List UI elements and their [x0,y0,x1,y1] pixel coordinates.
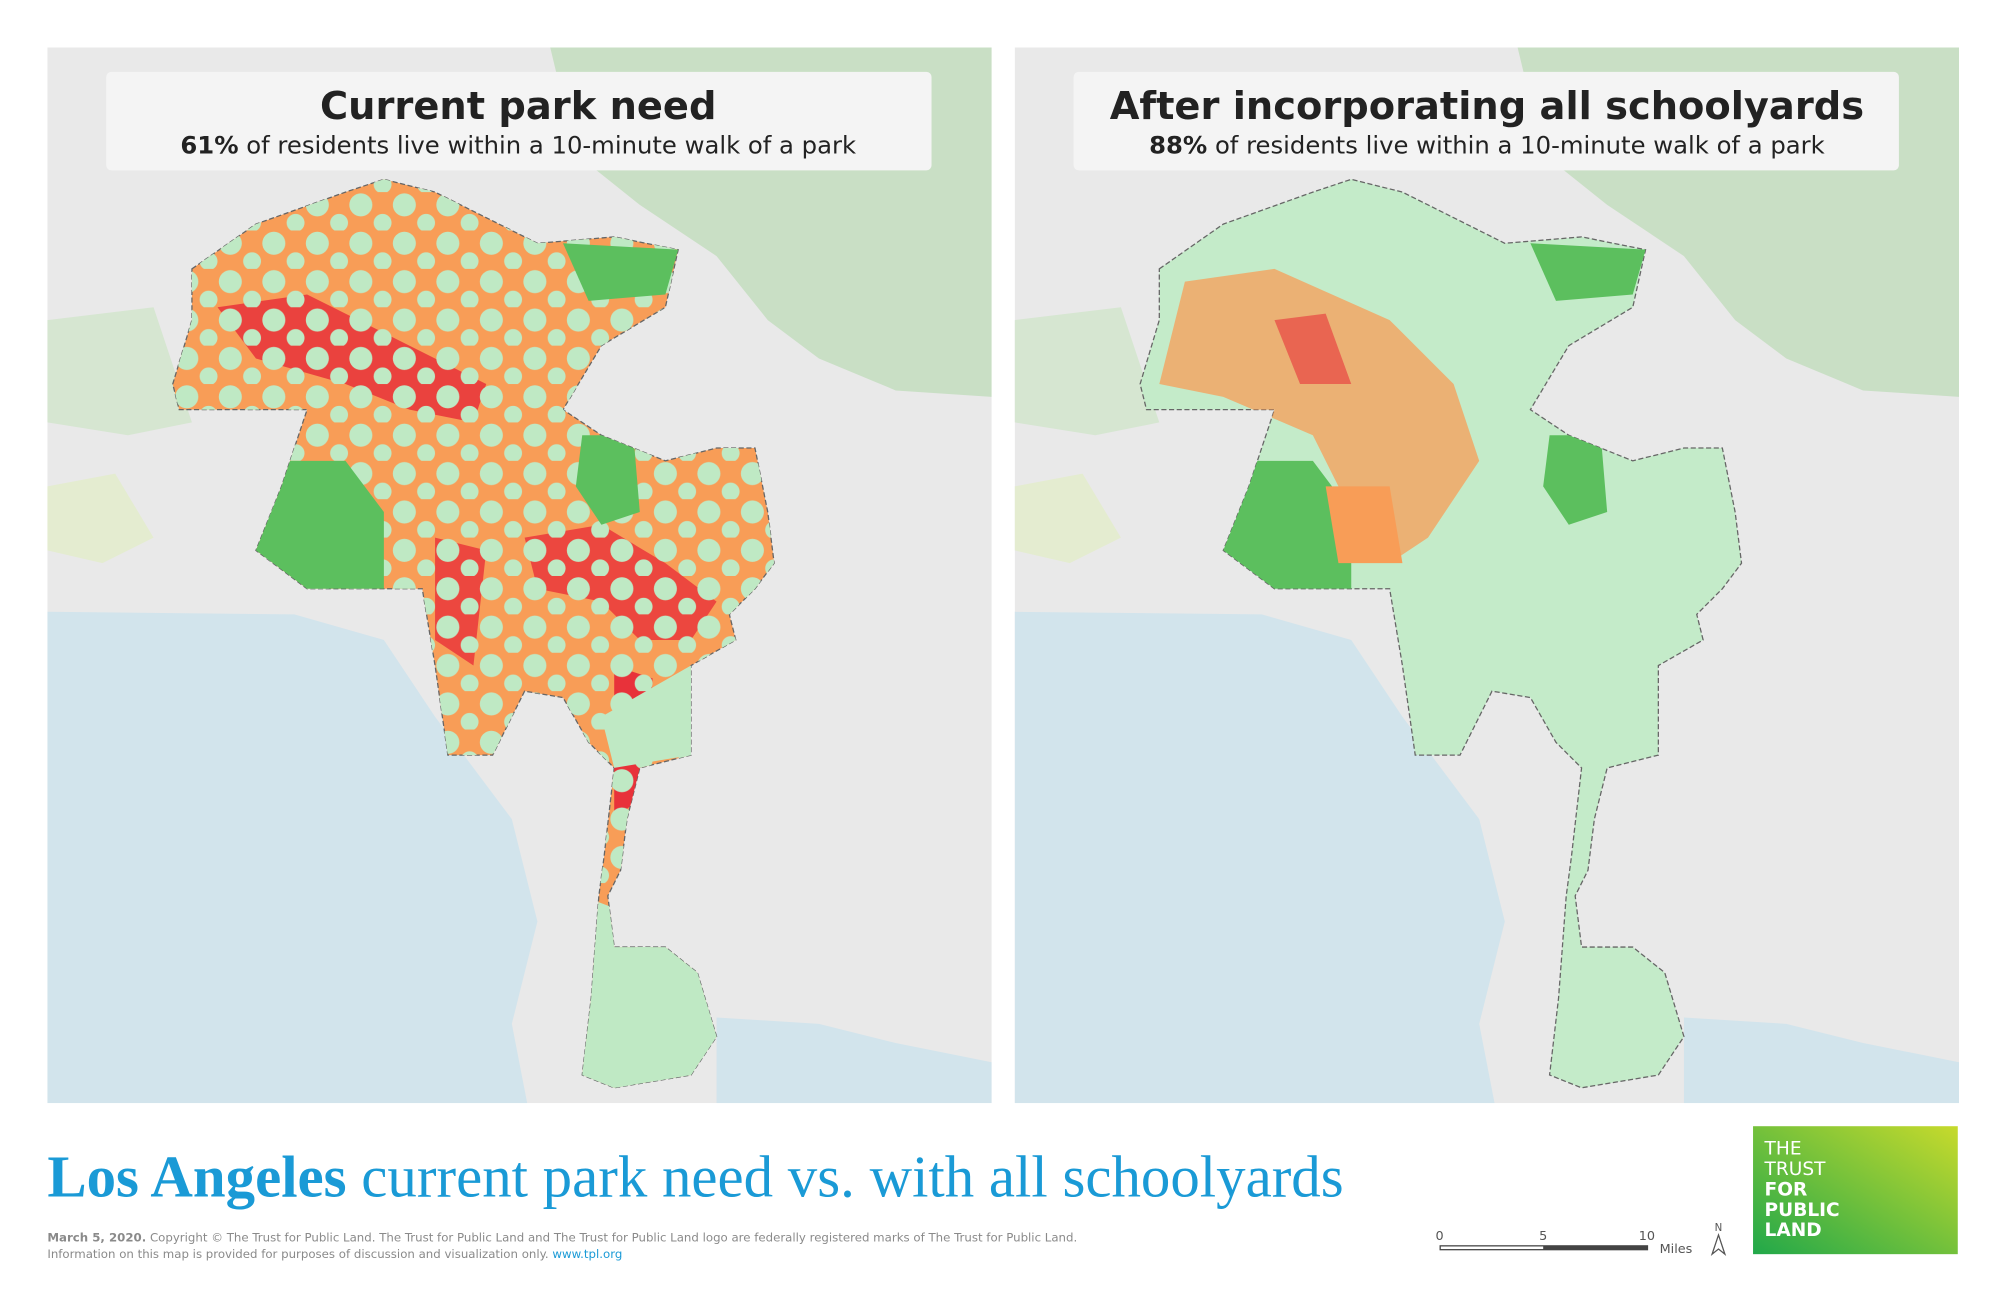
panel-title: Current park need [320,84,716,129]
logo: THE TRUST FOR PUBLIC LAND [1753,1126,1958,1255]
scale-label: 5 [1539,1229,1547,1244]
panel-subtitle: 61% of residents live within a 10-minute… [180,131,856,160]
logo-text: THE [1764,1138,1802,1159]
title-box [1073,71,1899,171]
title-bold: Los Angeles [47,1145,346,1210]
map-current [47,47,992,1104]
scale-bar: 0 5 10 Miles N [1435,1223,1727,1257]
main-title: Los Angeles current park need vs. with a… [47,1145,1343,1210]
panel-title: After incorporating all schoolyards [1110,84,1864,129]
scale-line [1439,1245,1649,1251]
map-schoolyards [1014,47,1960,1104]
subtitle-text: of residents live within a 10-minute wal… [239,131,856,160]
north-label: N [1715,1223,1723,1234]
logo-box [1753,1126,1958,1255]
footer-copyright-text: Copyright © The Trust for Public Land. T… [146,1230,1077,1244]
title-box [106,71,932,171]
footer-url[interactable]: www.tpl.org [552,1247,622,1261]
footer-info-text: Information on this map is provided for … [47,1247,552,1261]
logo-text: TRUST [1764,1159,1827,1180]
panel-subtitle: 88% of residents live within a 10-minute… [1149,131,1825,160]
title-text: current park need vs. with all schoolyar… [347,1145,1344,1210]
footer-date: March 5, 2020. [47,1230,146,1244]
subtitle-value: 88% [1149,131,1207,160]
scale-unit: Miles [1660,1242,1693,1257]
north-arrow [1710,1232,1727,1257]
logo-text: PUBLIC [1765,1200,1840,1221]
footer-copyright: March 5, 2020. Copyright © The Trust for… [47,1230,1077,1244]
subtitle-value: 61% [180,131,238,160]
footer-info: Information on this map is provided for … [47,1247,622,1261]
scale-label: 0 [1435,1229,1443,1244]
logo-text: LAND [1765,1220,1822,1241]
logo-text: FOR [1765,1179,1808,1200]
scale-segment [1440,1246,1544,1250]
scale-label: 10 [1639,1229,1655,1244]
subtitle-text: of residents live within a 10-minute wal… [1207,131,1824,160]
